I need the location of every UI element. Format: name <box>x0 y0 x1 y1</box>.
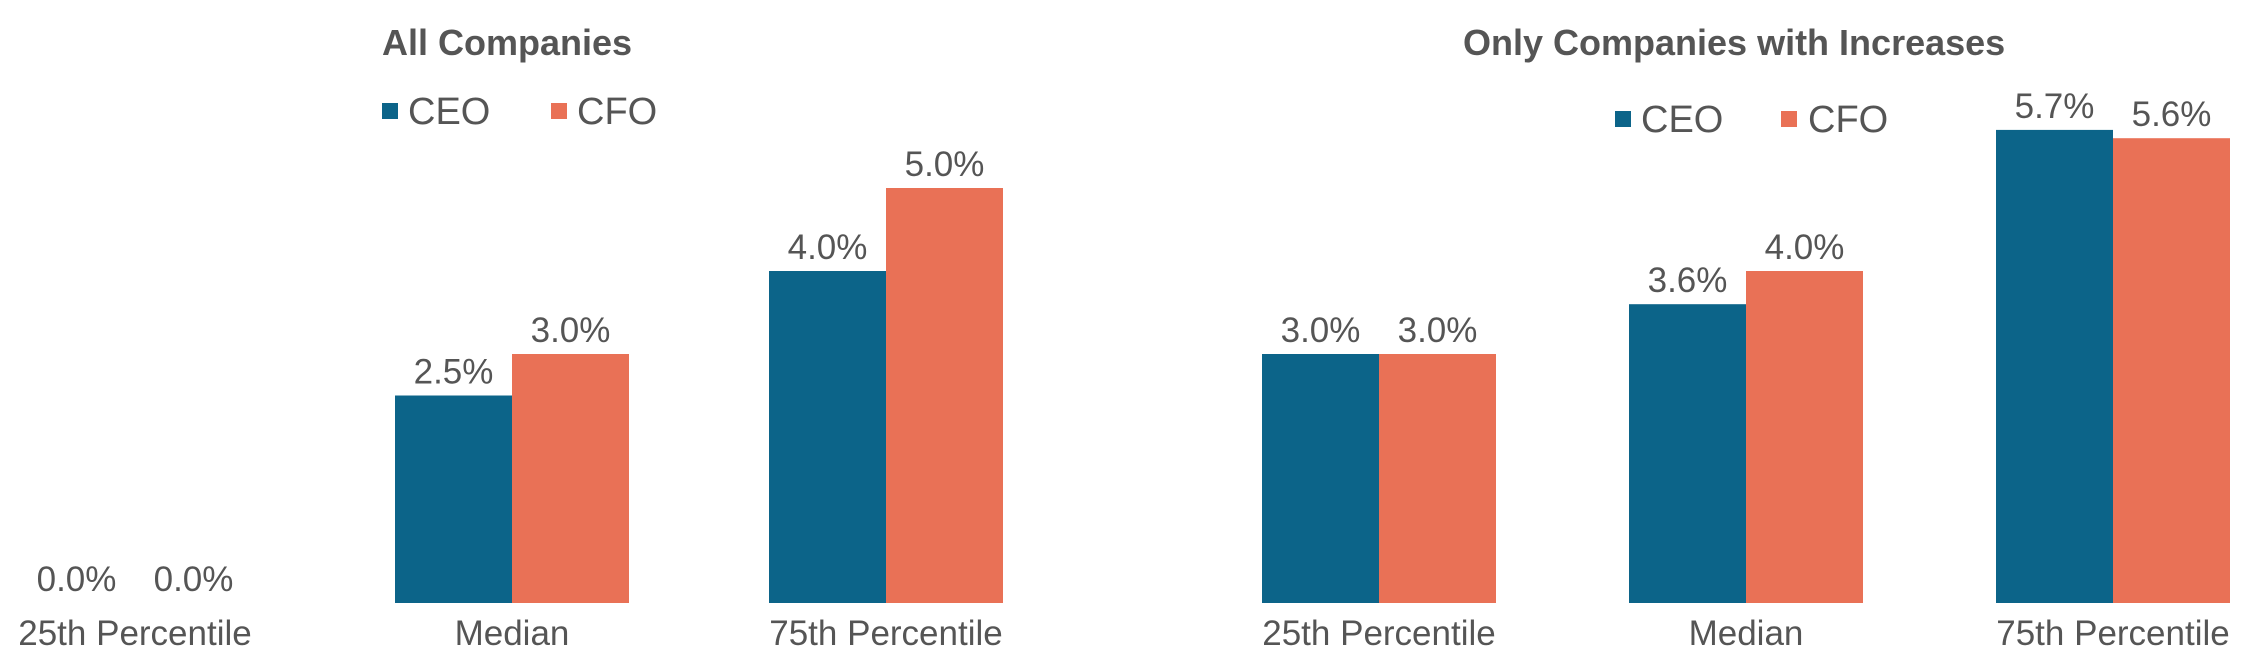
bar-cfo <box>512 354 629 603</box>
legend-label-cfo: CFO <box>1808 99 1888 141</box>
category-label: 25th Percentile <box>18 614 251 653</box>
bar-ceo <box>395 395 512 603</box>
data-label-ceo: 2.5% <box>414 353 494 392</box>
category-label: 75th Percentile <box>769 614 1002 653</box>
data-label-cfo: 5.6% <box>2132 95 2212 134</box>
legend-swatch-ceo <box>1615 111 1631 127</box>
category-label: 75th Percentile <box>1996 614 2229 653</box>
category-label: 25th Percentile <box>1262 614 1495 653</box>
bar-cfo <box>1746 271 1863 603</box>
data-label-cfo: 3.0% <box>531 311 611 350</box>
bar-cfo <box>2113 138 2230 603</box>
bar-ceo <box>1996 129 2113 603</box>
data-label-ceo: 4.0% <box>788 228 868 267</box>
data-label-cfo: 5.0% <box>905 145 985 184</box>
data-label-cfo: 0.0% <box>154 560 234 599</box>
category-label: Median <box>455 614 570 653</box>
panel-only-companies-with-increases: Only Companies with Increases CEO CFO 3.… <box>1262 22 2230 653</box>
data-label-ceo: 0.0% <box>37 560 117 599</box>
legend: CEO CFO <box>1615 99 1888 141</box>
bar-cfo <box>1379 354 1496 603</box>
data-label-ceo: 5.7% <box>2015 87 2095 126</box>
legend-label-ceo: CEO <box>1641 99 1723 141</box>
bar-cfo <box>886 188 1003 603</box>
data-label-ceo: 3.6% <box>1648 261 1728 300</box>
data-label-ceo: 3.0% <box>1281 311 1361 350</box>
category-label: Median <box>1689 614 1804 653</box>
bar-ceo <box>769 271 886 603</box>
panel-title: All Companies <box>382 22 632 63</box>
legend-label-ceo: CEO <box>408 91 490 133</box>
legend-swatch-cfo <box>1781 111 1797 127</box>
data-label-cfo: 4.0% <box>1765 228 1845 267</box>
panel-title: Only Companies with Increases <box>1463 22 2005 63</box>
legend-label-cfo: CFO <box>577 91 657 133</box>
bars: 3.0% 3.0% 25th Percentile 3.6% 4.0% Median 5.7… <box>1262 87 2230 653</box>
data-label-cfo: 3.0% <box>1398 311 1478 350</box>
bar-ceo <box>1262 354 1379 603</box>
panel-all-companies: All Companies CEO CFO 0.0% 0.0% 25th Perce… <box>18 22 1003 653</box>
legend-swatch-cfo <box>551 103 567 119</box>
bar-ceo <box>1629 304 1746 603</box>
legend-swatch-ceo <box>382 103 398 119</box>
legend: CEO CFO <box>382 91 657 133</box>
bars: 0.0% 0.0% 25th Percentile 2.5% 3.0% Median 4.0… <box>18 145 1003 653</box>
